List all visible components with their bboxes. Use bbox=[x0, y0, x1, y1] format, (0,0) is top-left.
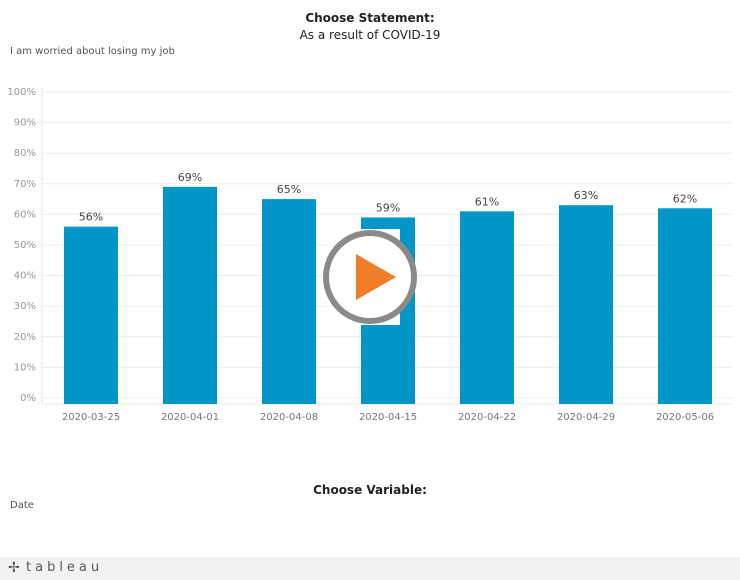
bar-value-label: 59% bbox=[376, 201, 400, 214]
statement-selector[interactable]: I am worried about losing my job bbox=[10, 46, 175, 57]
bar[interactable] bbox=[559, 205, 613, 404]
variable-selector[interactable]: Date bbox=[10, 500, 34, 511]
x-axis: 2020-03-25 2020-04-01 2020-04-08 2020-04-15… bbox=[62, 412, 714, 423]
bar-value-label: 65% bbox=[277, 183, 301, 196]
footer-bar: ✢ tableau bbox=[0, 557, 740, 580]
bar[interactable] bbox=[64, 226, 118, 404]
y-tick-label: 0% bbox=[20, 393, 36, 404]
y-tick-label: 40% bbox=[14, 271, 36, 282]
y-tick-label: 90% bbox=[14, 118, 36, 129]
y-tick-label: 70% bbox=[14, 179, 36, 190]
x-tick-label: 2020-04-15 bbox=[359, 412, 417, 423]
x-tick-label: 2020-04-08 bbox=[260, 412, 318, 423]
bar-value-label: 56% bbox=[79, 211, 103, 224]
play-icon[interactable] bbox=[356, 254, 396, 300]
y-tick-label: 100% bbox=[7, 87, 36, 98]
bar-value-label: 63% bbox=[574, 189, 598, 202]
bar[interactable] bbox=[262, 199, 316, 404]
x-tick-label: 2020-04-01 bbox=[161, 412, 219, 423]
play-button[interactable] bbox=[323, 229, 417, 325]
tableau-logo-text[interactable]: tableau bbox=[26, 560, 104, 575]
bar[interactable] bbox=[163, 186, 217, 404]
bar[interactable] bbox=[460, 211, 514, 404]
y-tick-label: 30% bbox=[14, 301, 36, 312]
value-labels: 56% 69% 65% 59% 61% 63% 62% bbox=[79, 171, 697, 224]
y-tick-label: 80% bbox=[14, 148, 36, 159]
y-tick-label: 60% bbox=[14, 209, 36, 220]
x-tick-label: 2020-03-25 bbox=[62, 412, 120, 423]
y-tick-label: 50% bbox=[14, 240, 36, 251]
bar-value-label: 69% bbox=[178, 171, 202, 184]
bars bbox=[64, 186, 712, 404]
y-axis: 0% 10% 20% 30% 40% 50% 60% 70% 80% 90% 100% bbox=[7, 87, 36, 404]
bar[interactable] bbox=[658, 208, 712, 404]
bar-value-label: 61% bbox=[475, 195, 499, 208]
tableau-logo-icon: ✢ bbox=[8, 560, 20, 576]
chart-subtitle: As a result of COVID-19 bbox=[299, 28, 441, 42]
x-tick-label: 2020-05-06 bbox=[656, 412, 714, 423]
bar-value-label: 62% bbox=[673, 192, 697, 205]
x-tick-label: 2020-04-22 bbox=[458, 412, 516, 423]
chart-title: Choose Statement: bbox=[305, 11, 435, 25]
x-tick-label: 2020-04-29 bbox=[557, 412, 615, 423]
y-tick-label: 20% bbox=[14, 332, 36, 343]
y-tick-label: 10% bbox=[14, 362, 36, 373]
variable-title: Choose Variable: bbox=[313, 483, 427, 497]
bar-chart: 0% 10% 20% 30% 40% 50% 60% 70% 80% 90% 100% 56% 69%… bbox=[7, 87, 732, 423]
